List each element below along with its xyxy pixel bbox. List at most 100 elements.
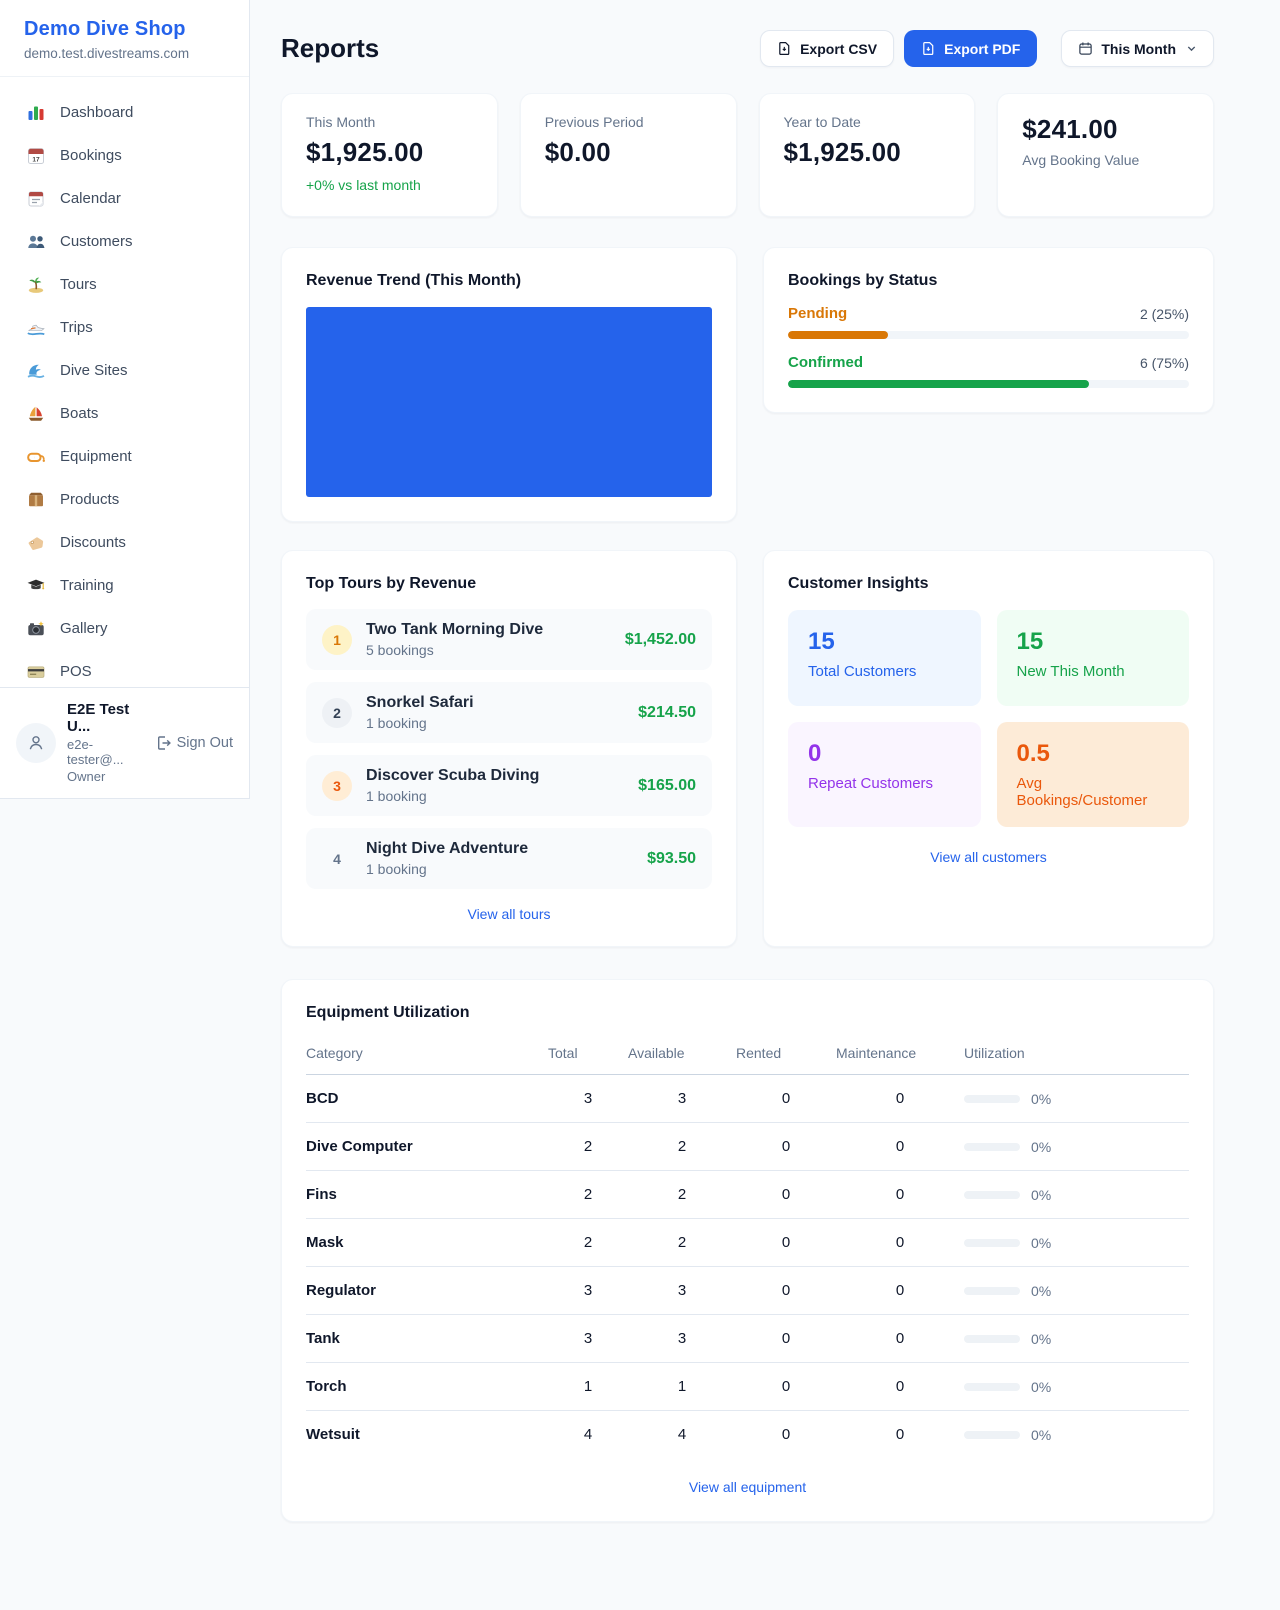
insight-total-customers: 15 Total Customers [788,610,981,706]
cell-category: Dive Computer [306,1122,548,1171]
status-bar-track [788,380,1189,388]
user-info: E2E Test U... e2e-tester@... Owner [67,701,144,784]
table-row: Torch 1 1 0 0 0% [306,1362,1189,1411]
sidebar-item-customers[interactable]: Customers [8,220,241,263]
stat-card-year-to-date: Year to Date $1,925.00 [758,93,976,217]
equipment-utilization-card: Equipment Utilization Category Total Ava… [281,979,1214,1522]
user-email: e2e-tester@... [67,737,124,767]
tour-name: Two Tank Morning Dive [366,621,544,638]
sidebar-item-bookings[interactable]: 17 Bookings [8,134,241,177]
main-content: Reports Export CSV Export PDF This Month… [281,0,1214,1522]
sidebar-item-label: Boats [60,405,99,422]
status-count: 2 (25%) [1139,305,1189,322]
insight-label: Total Customers [808,663,917,680]
status-bar-fill [788,380,1089,388]
brand-block: Demo Dive Shop demo.test.divestreams.com [0,0,249,77]
insight-new-this-month: 15 New This Month [996,610,1189,706]
table-row: BCD 3 3 0 0 0% [306,1074,1189,1123]
cell-category: Regulator [306,1266,548,1315]
sidebar-item-label: Dive Sites [60,362,128,379]
top-tours-card: Top Tours by Revenue 1 Two Tank Morning … [281,550,737,947]
tear-off-calendar-icon [28,191,44,206]
bar-chart-icon [28,106,44,120]
cell-maintenance: 0 [836,1074,964,1123]
bookings-by-status-card: Bookings by Status Pending 2 (25%) Confi… [763,247,1214,413]
table-row: Dive Computer 2 2 0 0 0% [306,1122,1189,1171]
tour-bookings: 1 booking [366,715,427,731]
table-row: Fins 2 2 0 0 0% [306,1170,1189,1219]
status-label: Pending [788,305,848,322]
period-dropdown[interactable]: This Month [1061,30,1214,67]
people-icon [28,235,45,248]
stat-value: $1,925.00 [783,137,901,167]
table-row: Tank 3 3 0 0 0% [306,1314,1189,1363]
insight-value: 0.5 [1016,740,1050,767]
cell-available: 3 [628,1266,736,1315]
rank-badge: 2 [322,697,352,728]
view-all-customers-link[interactable]: View all customers [930,849,1047,865]
stat-card-avg-booking-value: $241.00 Avg Booking Value [997,93,1214,217]
cell-available: 2 [628,1218,736,1267]
person-icon [29,735,43,749]
stat-label: Year to Date [783,114,861,130]
tour-bookings: 5 bookings [366,642,434,658]
sidebar-item-training[interactable]: Training [8,564,241,607]
cell-category: Wetsuit [306,1426,360,1443]
island-icon [28,277,44,293]
status-bar-track [788,331,1189,339]
view-all-tours-link[interactable]: View all tours [467,906,551,922]
cell-maintenance: 0 [895,1426,905,1443]
cell-rented: 0 [736,1122,836,1171]
sidebar-item-products[interactable]: Products [8,478,241,521]
utilization-bar [964,1382,1020,1391]
sidebar-item-pos[interactable]: POS [8,650,241,687]
cell-total: 2 [548,1122,628,1171]
insight-label: Repeat Customers [808,775,934,792]
dive-mask-icon [27,452,45,462]
sidebar-item-calendar[interactable]: Calendar [8,177,241,220]
cell-total: 3 [548,1266,628,1315]
utilization-bar [964,1190,1020,1199]
tour-row: 4 Night Dive Adventure 1 booking $93.50 [306,828,712,889]
status-row-pending: Pending 2 (25%) [788,305,1189,339]
sidebar-item-discounts[interactable]: Discounts [8,521,241,564]
period-label: This Month [1101,40,1176,57]
customer-insights-title: Customer Insights [788,575,929,592]
cell-total: 3 [548,1074,628,1123]
cell-total: 2 [548,1218,628,1267]
cell-maintenance: 0 [836,1170,964,1219]
speedboat-icon [27,324,45,335]
sidebar-item-equipment[interactable]: Equipment [8,435,241,478]
sidebar-item-gallery[interactable]: Gallery [8,607,241,650]
utilization-pct: 0% [1031,1282,1052,1299]
sidebar-item-label: POS [60,663,92,680]
col-utilization: Utilization [964,1035,1189,1075]
shop-domain: demo.test.divestreams.com [24,46,190,61]
rank-badge: 4 [333,850,341,867]
sidebar-nav: Dashboard 17 Bookings Calendar Customers… [0,77,249,687]
insight-avg-bookings: 0.5 Avg Bookings/Customer [996,722,1189,827]
sign-out-button[interactable]: Sign Out [155,735,233,751]
export-csv-button[interactable]: Export CSV [760,30,895,67]
tour-revenue: $1,452.00 [624,630,696,648]
sidebar-item-trips[interactable]: Trips [8,306,241,349]
status-label: Confirmed [788,354,863,371]
revenue-trend-chart [306,307,712,497]
sidebar-item-dive-sites[interactable]: Dive Sites [8,349,241,392]
insight-value: 0 [808,740,822,767]
utilization-bar [964,1142,1020,1151]
table-row: Wetsuit 4 4 0 0 0% [306,1411,1189,1459]
sidebar-item-boats[interactable]: Boats [8,392,241,435]
sidebar-item-label: Tours [60,276,97,293]
bookings-by-status-title: Bookings by Status [788,272,938,289]
tour-revenue: $93.50 [647,849,696,867]
tour-list: 1 Two Tank Morning Dive 5 bookings $1,45… [306,609,712,889]
export-pdf-button[interactable]: Export PDF [904,30,1038,67]
cell-total: 1 [548,1362,628,1411]
sidebar-item-tours[interactable]: Tours [8,263,241,306]
col-category: Category [306,1035,548,1075]
revenue-trend-card: Revenue Trend (This Month) [281,247,737,522]
top-tours-title: Top Tours by Revenue [306,575,477,592]
sidebar-item-dashboard[interactable]: Dashboard [8,91,241,134]
view-all-equipment-link[interactable]: View all equipment [688,1479,807,1495]
